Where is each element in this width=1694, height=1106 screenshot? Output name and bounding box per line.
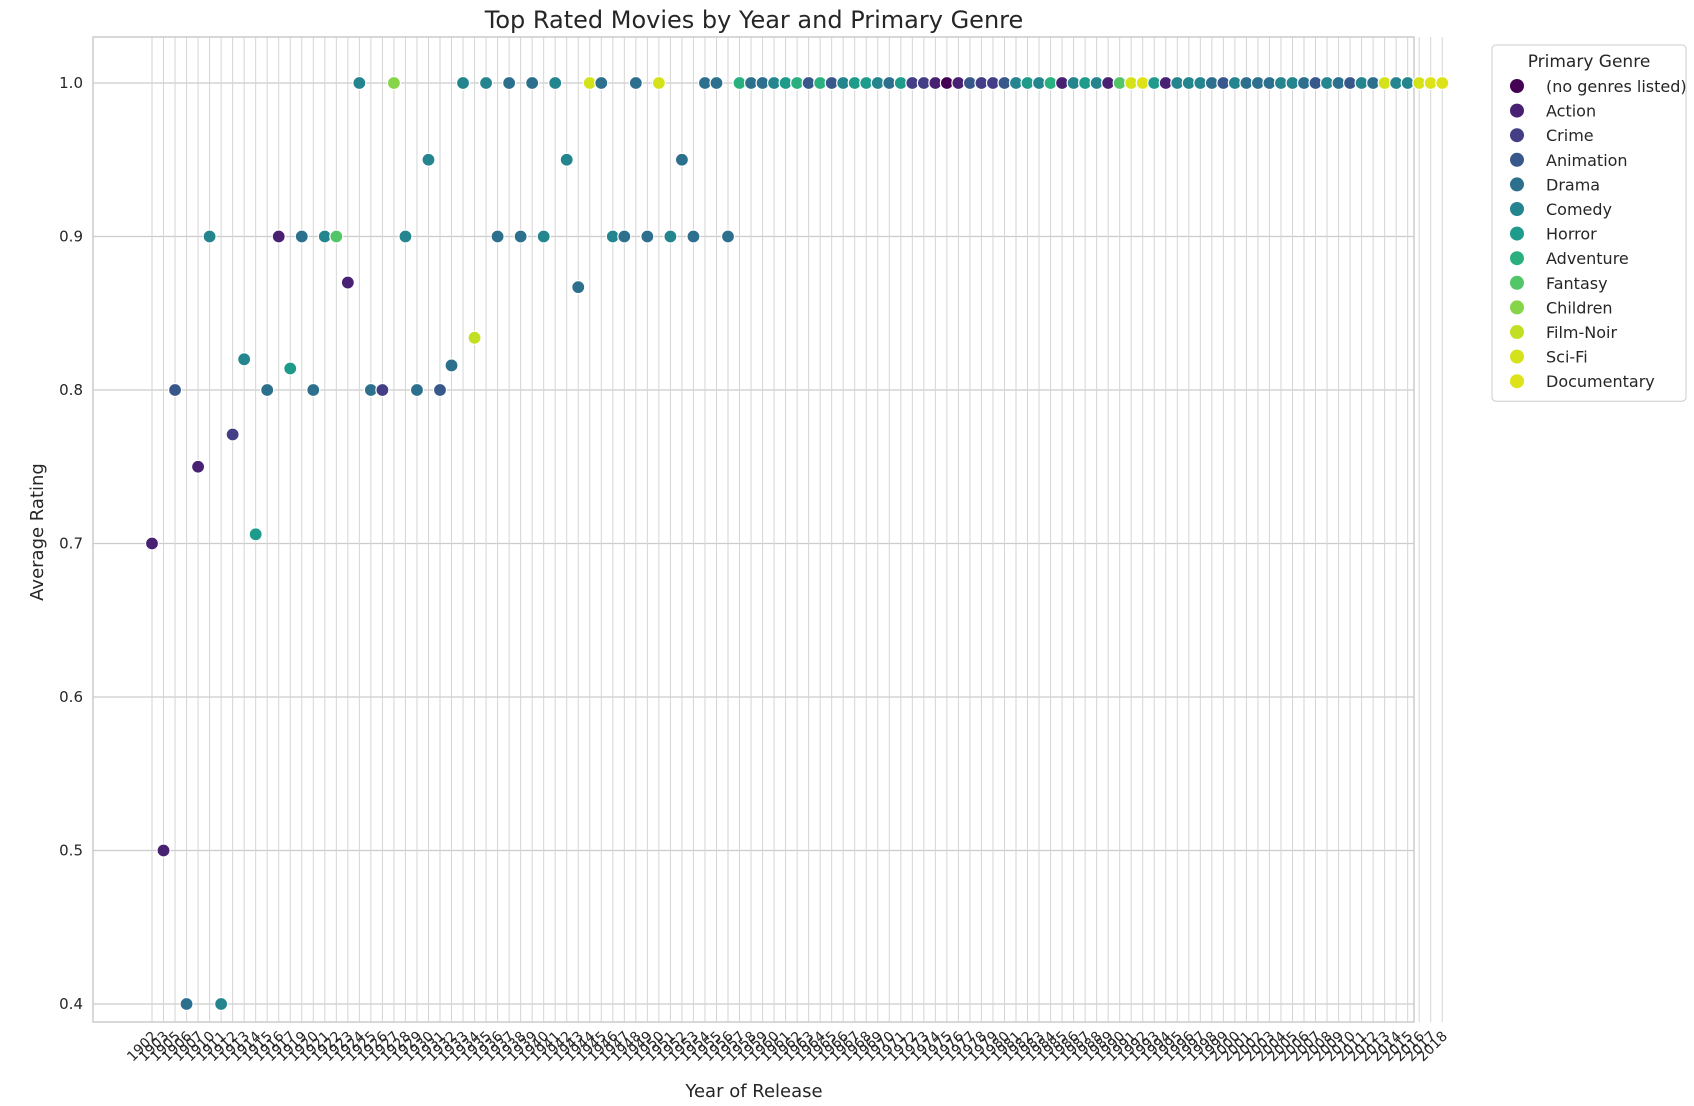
y-tick-label: 1.0 [59, 74, 83, 92]
data-point [686, 229, 701, 244]
y-tick-label: 0.6 [59, 688, 83, 706]
data-point [214, 996, 229, 1012]
data-point [248, 527, 263, 542]
legend-marker [1510, 374, 1524, 389]
data-point [455, 75, 471, 91]
data-point [283, 361, 298, 376]
legend-label: Adventure [1546, 249, 1629, 268]
plot-frame [92, 36, 1415, 1023]
data-point [375, 382, 390, 398]
data-point [559, 152, 574, 167]
data-point [421, 152, 436, 167]
y-tick-label: 0.8 [59, 381, 83, 399]
legend-marker [1510, 275, 1524, 290]
legend-label: Animation [1546, 151, 1628, 170]
data-point [432, 382, 448, 398]
data-point [536, 229, 551, 244]
data-point [190, 459, 206, 474]
data-point [409, 382, 425, 398]
data-point [386, 75, 402, 91]
data-point [444, 358, 459, 373]
legend-label: Horror [1546, 225, 1597, 244]
data-point [179, 996, 194, 1012]
data-point [548, 75, 563, 91]
data-point [260, 382, 275, 398]
legend-label: (no genres listed) [1546, 77, 1687, 96]
data-point [651, 75, 666, 91]
legend-marker [1510, 103, 1524, 118]
legend-label: Crime [1546, 126, 1594, 145]
data-point [663, 229, 678, 244]
legend-label: Film-Noir [1546, 323, 1617, 342]
data-point [237, 352, 252, 367]
gridlines [93, 37, 1443, 1022]
legend-marker [1510, 251, 1524, 266]
data-point [628, 75, 643, 91]
legend-label: Action [1546, 102, 1596, 121]
data-point [640, 229, 655, 244]
y-tick-label: 0.4 [59, 995, 83, 1013]
y-tick-label: 0.5 [59, 842, 83, 860]
data-point [329, 229, 344, 244]
data-point [490, 229, 505, 244]
legend-marker [1510, 349, 1524, 364]
legend-marker [1510, 79, 1524, 93]
legend-marker [1510, 226, 1524, 241]
legend-label: Sci-Fi [1546, 348, 1588, 367]
data-points [144, 75, 1450, 1012]
data-point [340, 275, 355, 290]
data-point [478, 75, 494, 91]
legend-label: Drama [1546, 175, 1600, 194]
x-tick-labels: 1902190319051906190719101911191219131914… [124, 1028, 1451, 1065]
data-point [294, 229, 309, 244]
legend-marker [1510, 128, 1524, 143]
legend-label: Documentary [1546, 372, 1655, 391]
data-point [225, 427, 240, 442]
data-point [502, 75, 517, 91]
legend-marker [1510, 202, 1524, 216]
data-point [513, 229, 528, 244]
legend-items: (no genres listed) Action Crime Animation Dr… [1510, 77, 1687, 391]
data-point [720, 229, 736, 244]
data-point [398, 229, 413, 244]
legend-label: Comedy [1546, 200, 1612, 219]
chart-title: Top Rated Movies by Year and Primary Gen… [484, 6, 1024, 34]
y-tick-label: 0.7 [59, 535, 83, 553]
legend-label: Fantasy [1546, 274, 1608, 293]
data-point [352, 75, 367, 91]
data-point [709, 75, 724, 91]
legend-title: Primary Genre [1528, 52, 1651, 72]
data-point [594, 75, 609, 91]
data-point [617, 229, 632, 244]
data-point [306, 382, 321, 398]
data-point [156, 843, 171, 858]
y-axis-label: Average Rating [27, 463, 48, 601]
legend: Primary Genre (no genres listed) Action Cr… [1491, 44, 1687, 402]
legend-marker [1510, 325, 1524, 339]
y-tick-label: 0.9 [59, 228, 83, 246]
legend-marker [1510, 152, 1524, 167]
data-point [571, 280, 586, 295]
data-point [144, 536, 160, 551]
y-tick-labels: 0.4 0.5 0.6 0.7 0.8 0.9 1.0 [59, 74, 83, 1013]
data-point [271, 229, 286, 244]
data-point [525, 75, 540, 91]
data-point [202, 229, 217, 244]
data-point [674, 152, 690, 167]
x-axis-label: Year of Release [684, 1081, 822, 1102]
legend-marker [1510, 300, 1524, 315]
data-point [1435, 75, 1450, 91]
legend-marker [1510, 177, 1524, 192]
legend-box [1491, 44, 1687, 402]
legend-label: Children [1546, 298, 1613, 317]
data-point [167, 382, 183, 398]
data-point [467, 330, 482, 345]
